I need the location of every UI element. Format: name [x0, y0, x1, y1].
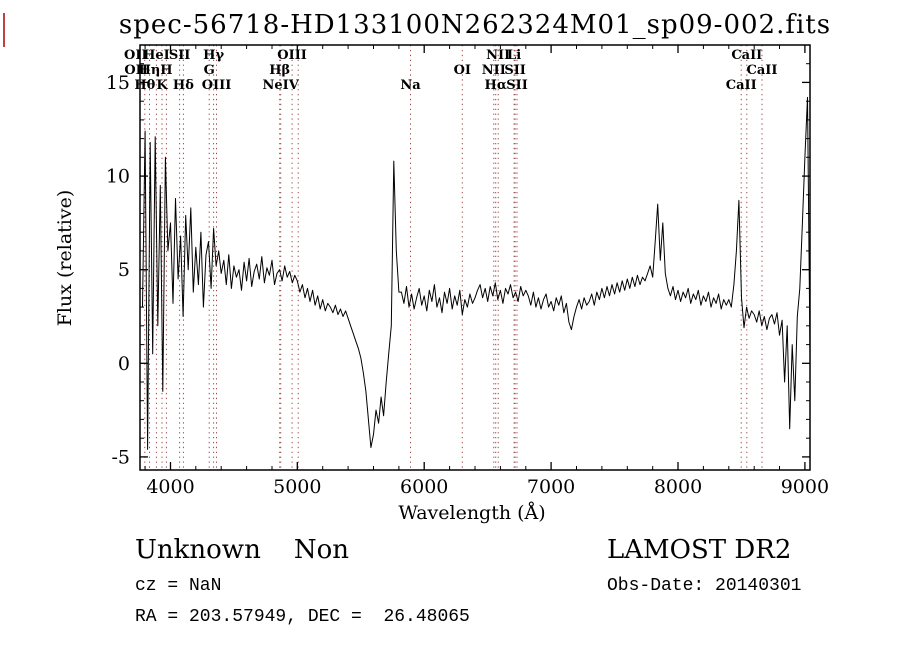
- spectral-line-label: Hα: [485, 78, 507, 93]
- spectral-line-label: NII: [482, 63, 506, 78]
- spectral-line-label: Hη: [139, 63, 161, 78]
- spectral-line-label: CaII: [726, 78, 757, 93]
- spectrum-line: [142, 96, 811, 450]
- spectral-line-label: Hδ: [173, 78, 194, 93]
- spectral-line-label: HeI: [143, 48, 170, 63]
- spectral-line-label: OIII: [277, 48, 307, 63]
- spectral-line-label: H: [160, 63, 172, 78]
- y-tick-label: -5: [111, 446, 130, 468]
- spectral-line-label: OI: [454, 63, 471, 78]
- spectral-line-label: G: [204, 63, 215, 78]
- chart-title: spec-56718-HD133100N262324M01_sp09-002.f…: [119, 10, 831, 40]
- plot-area: 4000 5000 6000 7000 8000 9000-5051015OIIOIIHθ…: [106, 44, 829, 498]
- x-tick-label: 8000: [654, 476, 702, 498]
- plot-frame: [139, 44, 811, 471]
- spectral-line-label: Li: [507, 48, 521, 63]
- survey-text: LAMOST DR2: [607, 535, 791, 565]
- y-tick-label: 10: [106, 166, 130, 188]
- spectral-line-label: Hβ: [269, 63, 290, 78]
- classification-text: Unknown Non: [135, 535, 349, 565]
- spectral-line-label: OIII: [202, 78, 232, 93]
- spectral-line-label: K: [156, 78, 168, 93]
- spectral-line-label: CaII: [747, 63, 778, 78]
- spectral-line-label: Hθ: [134, 78, 155, 93]
- x-tick-label: 9000: [781, 476, 829, 498]
- spectral-line-label: CaII: [731, 48, 762, 63]
- x-tick-label: 5000: [273, 476, 321, 498]
- cz-text: cz = NaN: [135, 576, 221, 596]
- spectral-line-label: Hγ: [203, 48, 224, 63]
- y-axis-label: Flux (relative): [54, 190, 76, 327]
- spectral-line-label: OII: [124, 63, 148, 78]
- spectral-line-label: Na: [400, 78, 421, 93]
- x-tick-label: 7000: [527, 476, 575, 498]
- obs-date-text: Obs-Date: 20140301: [607, 576, 801, 596]
- x-tick-label: 6000: [400, 476, 448, 498]
- spectral-line-label: NII: [486, 48, 510, 63]
- spectral-line-label: OII: [124, 48, 148, 63]
- spectral-line-label: SII: [504, 63, 526, 78]
- x-axis-label: Wavelength (Å): [398, 502, 545, 524]
- ra-dec-text: RA = 203.57949, DEC = 26.48065: [135, 607, 470, 627]
- spectral-line-label: SII: [506, 78, 528, 93]
- y-tick-label: 15: [106, 72, 130, 94]
- y-tick-label: 0: [118, 353, 130, 375]
- spectral-line-label: SII: [169, 48, 191, 63]
- x-tick-label: 4000: [146, 476, 194, 498]
- spectral-line-label: NeIV: [263, 78, 300, 93]
- y-tick-label: 5: [118, 259, 130, 281]
